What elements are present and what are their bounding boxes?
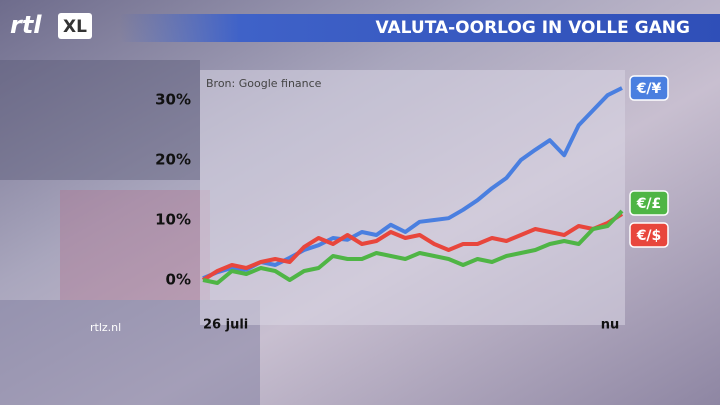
legend-swatch [629, 190, 669, 216]
banknote [0, 60, 200, 180]
y-tick-label: 10% [155, 211, 191, 229]
footer: rtlz.nl [90, 321, 121, 334]
y-tick-label: 0% [166, 271, 191, 289]
legend-swatch [629, 75, 669, 101]
series-line [201, 212, 624, 282]
legend-label: €/£ [636, 196, 662, 212]
plot-area [200, 70, 625, 325]
legend-swatch [629, 222, 669, 248]
series-line [202, 86, 623, 281]
x-tick-label: 26 juli [203, 318, 248, 333]
x-tick-label: nu [601, 318, 620, 333]
chart-title: VALUTA-OORLOG IN VOLLE GANG [376, 18, 691, 38]
source: Bron: Google finance [206, 77, 322, 90]
logo-badge [58, 13, 92, 39]
logo: rtl [10, 11, 42, 39]
logo-badge-text: XL [63, 17, 87, 37]
legend-label: €/$ [636, 228, 662, 244]
y-tick-label: 30% [155, 91, 191, 109]
y-tick-label: 20% [155, 151, 191, 169]
series-line [202, 209, 624, 285]
banknote [60, 190, 210, 300]
title-banner [120, 14, 720, 42]
legend-label: €/¥ [636, 81, 662, 97]
